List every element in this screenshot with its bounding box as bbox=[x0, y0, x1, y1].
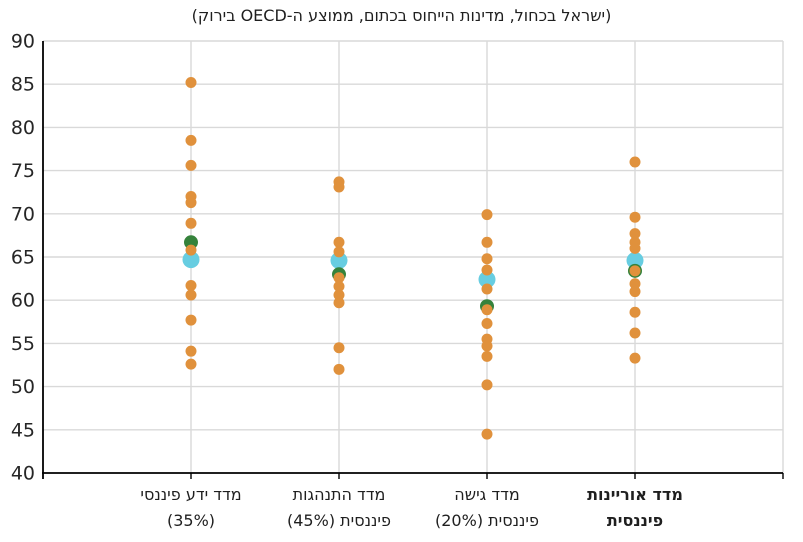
reference-country-dot bbox=[481, 318, 493, 330]
reference-country-dot bbox=[185, 217, 197, 229]
reference-country-dot bbox=[333, 297, 345, 309]
reference-country-dot bbox=[185, 314, 197, 326]
reference-country-dot bbox=[481, 379, 493, 391]
x-axis-label-line: מדד ידע פיננסי bbox=[140, 485, 242, 504]
reference-country-dot bbox=[185, 197, 197, 209]
y-tick-label: 55 bbox=[11, 333, 35, 355]
x-axis-label-line: מדד אוריינות bbox=[587, 485, 683, 504]
reference-country-dot bbox=[185, 159, 197, 171]
reference-country-dot bbox=[629, 156, 641, 168]
reference-country-dot bbox=[481, 236, 493, 248]
reference-country-dot bbox=[333, 280, 345, 292]
reference-country-dot bbox=[481, 350, 493, 362]
reference-country-dot bbox=[185, 280, 197, 292]
reference-country-dot bbox=[481, 428, 493, 440]
reference-country-dot bbox=[629, 327, 641, 339]
reference-country-dot bbox=[629, 306, 641, 318]
reference-country-dot bbox=[629, 352, 641, 364]
reference-country-dot bbox=[481, 264, 493, 276]
reference-country-dot bbox=[333, 181, 345, 193]
x-axis-label-line: מדד גישה bbox=[454, 485, 520, 504]
reference-country-dot bbox=[481, 340, 493, 352]
israel-dot bbox=[330, 251, 348, 269]
reference-country-dot bbox=[629, 286, 641, 298]
x-axis-label-line: פיננסית (45%) bbox=[287, 511, 391, 530]
reference-country-dot bbox=[185, 134, 197, 146]
reference-country-dot bbox=[185, 289, 197, 301]
israel-dot bbox=[626, 251, 644, 269]
reference-country-dot bbox=[481, 304, 493, 316]
reference-country-dot bbox=[629, 265, 641, 277]
reference-country-dot bbox=[333, 272, 345, 284]
israel-dot bbox=[478, 270, 496, 288]
chart-title: (ישראל בכחול, מדינות הייחוס בכתום, ממוצע… bbox=[191, 6, 612, 25]
x-axis-label-line: מדד התנהגות bbox=[292, 485, 386, 504]
y-tick-label: 75 bbox=[11, 160, 35, 182]
y-tick-label: 70 bbox=[11, 203, 35, 225]
reference-country-dot bbox=[333, 363, 345, 375]
y-tick-label: 90 bbox=[11, 31, 35, 53]
x-axis-label-3: מדד גישה פיננסית (20%) bbox=[395, 482, 579, 534]
x-axis-label-line: פיננסית bbox=[606, 511, 664, 530]
reference-country-dot bbox=[185, 244, 197, 256]
x-axis-label-line: פיננסית (20%) bbox=[435, 511, 539, 530]
x-axis-label-4: מדד אוריינות פיננסית bbox=[543, 482, 727, 534]
y-tick-label: 45 bbox=[11, 419, 35, 441]
x-axis-label-line: (35%) bbox=[166, 511, 216, 530]
y-tick-label: 80 bbox=[11, 117, 35, 139]
y-tick-label: 50 bbox=[11, 376, 35, 398]
y-tick-label: 85 bbox=[11, 74, 35, 96]
reference-country-dot bbox=[185, 345, 197, 357]
reference-country-dot bbox=[481, 209, 493, 221]
y-tick-label: 60 bbox=[11, 290, 35, 312]
israel-dot bbox=[182, 251, 200, 269]
reference-country-dot bbox=[629, 211, 641, 223]
reference-country-dot bbox=[333, 246, 345, 258]
y-tick-label: 40 bbox=[11, 463, 35, 485]
reference-country-dot bbox=[333, 236, 345, 248]
x-axis-label-1: מדד ידע פיננסי (35%) bbox=[99, 482, 283, 534]
reference-country-dot bbox=[629, 242, 641, 254]
x-axis-label-2: מדד התנהגות פיננסית (45%) bbox=[247, 482, 431, 534]
reference-country-dot bbox=[333, 289, 345, 301]
reference-country-dot bbox=[333, 342, 345, 354]
reference-country-dot bbox=[629, 278, 641, 290]
reference-country-dot bbox=[481, 253, 493, 265]
reference-country-dot bbox=[629, 228, 641, 240]
reference-country-dot bbox=[185, 76, 197, 88]
reference-country-dot bbox=[185, 358, 197, 370]
reference-country-dot bbox=[481, 283, 493, 295]
y-tick-label: 65 bbox=[11, 247, 35, 269]
oecd-average-dot bbox=[184, 235, 198, 250]
